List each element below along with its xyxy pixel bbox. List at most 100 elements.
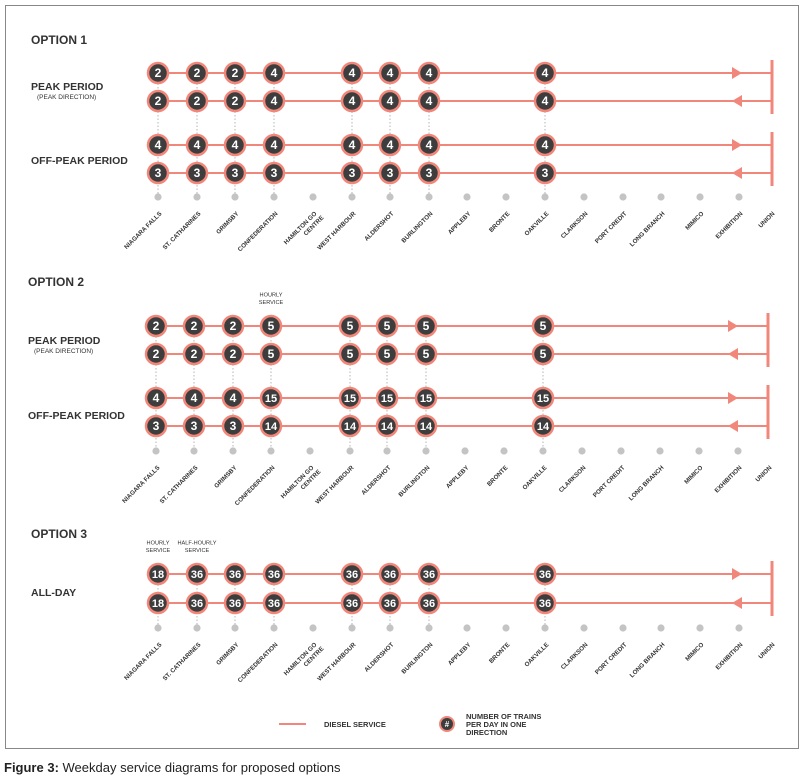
station-dot (619, 193, 627, 201)
train-count-label: 3 (232, 166, 239, 180)
train-count-circle (185, 562, 209, 586)
station-dot (190, 447, 198, 455)
station-dot (617, 447, 625, 455)
train-count-circle (378, 161, 402, 185)
train-count-circle (533, 591, 557, 615)
train-count-circle (185, 89, 209, 113)
train-count-label: 14 (420, 421, 433, 433)
train-count-circle (414, 386, 438, 410)
option-1-panel: OPTION 1 PEAK PERIOD(PEAK DIRECTION) 2 2 2 4 4… (31, 33, 777, 253)
station-name: APPLEBY (447, 210, 473, 236)
station-dot (696, 624, 704, 632)
train-count-label: 36 (423, 569, 435, 581)
station-name: CLARKSON (560, 641, 590, 671)
station-name: CONFEDERATION (234, 464, 277, 507)
station-dot (539, 447, 547, 455)
legend-circle-label: DIRECTION (466, 728, 507, 737)
train-count-circle (533, 133, 557, 157)
station-name: MIMICO (683, 464, 704, 485)
train-count-label: 36 (229, 598, 241, 610)
station-name: EXHIBITION (714, 210, 744, 240)
station-name: PORT CREDIT (594, 210, 629, 245)
train-count-label: 4 (232, 138, 239, 152)
train-count-label: 2 (230, 347, 237, 361)
train-count-label: 5 (347, 319, 354, 333)
station-name: GRIMSBY (213, 464, 239, 490)
train-count-circle (146, 562, 170, 586)
train-count-label: 36 (191, 598, 203, 610)
train-count-label: 36 (384, 569, 396, 581)
station-dot (578, 447, 586, 455)
train-count-label: 3 (387, 166, 394, 180)
train-count-label: 2 (191, 319, 198, 333)
train-count-label: 4 (271, 138, 278, 152)
train-count-label: 2 (153, 319, 160, 333)
train-count-circle (531, 414, 555, 438)
train-count-circle (375, 414, 399, 438)
station-name: OAKVILLE (523, 641, 550, 668)
legend-line-label: DIESEL SERVICE (324, 720, 386, 729)
train-count-label: 3 (194, 166, 201, 180)
train-count-label: 2 (155, 66, 162, 80)
train-count-circle (414, 342, 438, 366)
train-count-label: 3 (349, 166, 356, 180)
train-count-label: 4 (191, 391, 198, 405)
option-3-panel: OPTION 3 ALL-DAY 18 36 36 36 36 36 36 36 18 36 36 36 3… (31, 527, 777, 684)
legend-circle-symbol: # (445, 720, 450, 729)
train-count-circle (223, 133, 247, 157)
station-dot (502, 193, 510, 201)
station-name: EXHIBITION (714, 641, 744, 671)
station-dot (346, 447, 354, 455)
train-count-circle (223, 61, 247, 85)
station-dot (348, 624, 356, 632)
train-count-label: 4 (153, 391, 160, 405)
train-count-circle (144, 386, 168, 410)
train-count-label: 36 (268, 569, 280, 581)
train-count-label: 15 (344, 393, 356, 405)
legend-circle-label: NUMBER OF TRAINS (466, 712, 541, 721)
direction-arrow-east (728, 392, 738, 404)
train-count-label: 4 (271, 94, 278, 108)
train-count-label: 2 (153, 347, 160, 361)
station-dot (154, 624, 162, 632)
train-count-label: 4 (542, 94, 549, 108)
train-count-label: 15 (381, 393, 393, 405)
station-dot (270, 193, 278, 201)
train-count-circle (531, 386, 555, 410)
train-count-circle (338, 414, 362, 438)
figure-caption: Figure 3: Weekday service diagrams for p… (4, 760, 340, 775)
train-count-label: 36 (539, 598, 551, 610)
train-count-label: 3 (271, 166, 278, 180)
train-count-label: 3 (542, 166, 549, 180)
train-count-circle (144, 414, 168, 438)
train-count-circle (417, 591, 441, 615)
train-count-label: 4 (542, 66, 549, 80)
service-annotation: SERVICE (259, 300, 284, 306)
station-dot (656, 447, 664, 455)
station-name: ST. CATHARINES (162, 641, 203, 682)
train-count-label: 5 (347, 347, 354, 361)
station-name: BURLINGTON (400, 641, 434, 675)
direction-arrow-west (732, 167, 742, 179)
legend-circle-label: PER DAY IN ONE (466, 720, 526, 729)
station-dot (348, 193, 356, 201)
train-count-circle (146, 89, 170, 113)
station-dot (734, 447, 742, 455)
station-dot (309, 193, 317, 201)
train-count-label: 14 (344, 421, 357, 433)
train-count-circle (223, 161, 247, 185)
train-count-circle (262, 591, 286, 615)
station-dot (231, 624, 239, 632)
train-count-label: 4 (387, 138, 394, 152)
train-count-label: 3 (155, 166, 162, 180)
caption-label: Figure 3: (4, 760, 59, 775)
station-name: UNION (757, 210, 776, 229)
train-count-label: 36 (191, 569, 203, 581)
station-dot (463, 193, 471, 201)
station-name: OAKVILLE (521, 464, 548, 491)
period-sublabel: (PEAK DIRECTION) (37, 94, 96, 101)
train-count-label: 5 (268, 347, 275, 361)
station-name: LONG BRANCH (629, 641, 667, 679)
train-count-circle (262, 61, 286, 85)
caption-text: Weekday service diagrams for proposed op… (58, 760, 341, 775)
